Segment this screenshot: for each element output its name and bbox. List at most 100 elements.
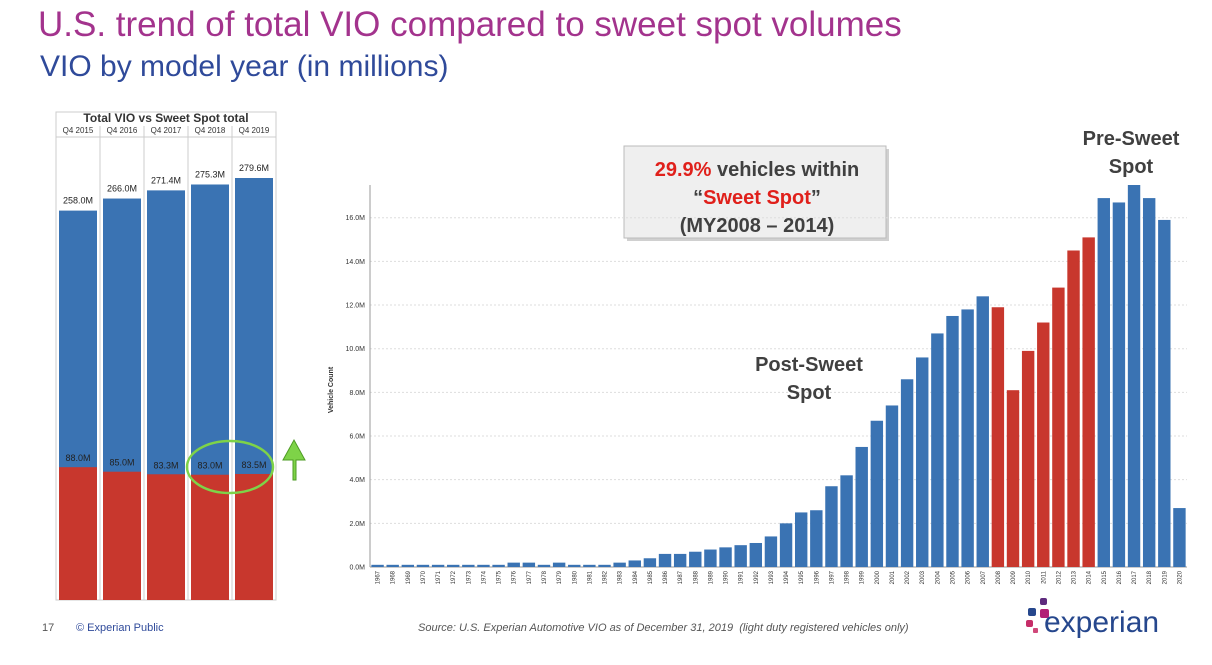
callout-line: (MY2008 – 2014) — [680, 215, 835, 237]
bar — [628, 560, 641, 567]
bar — [976, 296, 989, 567]
callout-text: ” — [811, 187, 821, 209]
annotation: Spot — [787, 382, 832, 404]
x-tick-label: 1977 — [527, 570, 533, 584]
x-tick-label: 1970 — [421, 570, 427, 584]
x-tick-label: 1971 — [436, 570, 442, 584]
x-tick-label: 1996 — [814, 570, 820, 584]
bar — [462, 564, 475, 567]
callout-text: vehicles within — [711, 159, 859, 181]
x-tick-label: Q4 2015 — [63, 126, 94, 135]
bar — [1021, 350, 1035, 567]
annotation: Spot — [1109, 156, 1154, 178]
value-label: 83.3M — [153, 460, 178, 470]
footer: © Experian Public — [76, 622, 164, 634]
x-tick-label: 2016 — [1117, 570, 1123, 584]
bar — [749, 542, 763, 567]
logo-dots — [1026, 598, 1049, 633]
x-tick-label: 1988 — [693, 570, 699, 584]
x-tick-label: 1967 — [376, 570, 382, 584]
x-tick-label: 1998 — [845, 570, 851, 584]
bar — [1142, 198, 1156, 567]
bar — [916, 357, 929, 567]
bar — [779, 523, 793, 567]
highlight-ring — [185, 439, 275, 495]
bar — [931, 333, 944, 567]
bar — [794, 512, 808, 567]
x-tick-label: 2000 — [875, 570, 881, 584]
x-tick-label: 2015 — [1102, 570, 1108, 584]
y-tick-label: 6.0M — [349, 434, 365, 441]
bar — [991, 307, 1005, 567]
x-tick-label: 1991 — [739, 570, 745, 584]
page-number: 17 — [42, 622, 54, 634]
bar — [734, 545, 747, 567]
bar — [1112, 202, 1126, 567]
bar — [59, 467, 97, 600]
x-tick-label: 1992 — [754, 570, 760, 584]
x-tick-label: 2001 — [890, 570, 896, 584]
callout-text: (MY2008 – 2014) — [680, 215, 835, 237]
bar — [401, 564, 415, 567]
up-arrow — [282, 438, 306, 481]
x-tick-label: 2017 — [1132, 570, 1138, 584]
x-tick-label: Q4 2016 — [107, 126, 138, 135]
bar — [537, 564, 551, 567]
callout-text: “ — [693, 187, 703, 209]
value-label: 83.0M — [197, 461, 222, 471]
bar — [825, 486, 838, 567]
bar — [147, 474, 185, 600]
y-tick-label: 16.0M — [346, 215, 366, 222]
bar — [704, 549, 717, 567]
x-tick-label: 1986 — [663, 570, 669, 584]
bar — [522, 562, 536, 567]
bar — [1127, 185, 1141, 567]
x-tick-label: 2019 — [1162, 570, 1168, 584]
x-tick-label: 2020 — [1177, 570, 1183, 584]
slide-subtitle: VIO by model year (in millions) — [40, 50, 448, 83]
x-tick-label: 2002 — [905, 570, 911, 584]
x-tick-label: 1978 — [542, 570, 548, 584]
x-tick-label: 2009 — [1011, 570, 1017, 584]
x-tick-label: 1985 — [648, 570, 654, 584]
bar — [1067, 250, 1080, 567]
x-tick-label: 1974 — [481, 570, 487, 584]
bar — [900, 379, 914, 567]
x-tick-label: Q4 2019 — [239, 126, 270, 135]
x-tick-label: 1990 — [724, 570, 730, 584]
bar — [855, 446, 868, 567]
x-tick-label: 2018 — [1147, 570, 1153, 584]
x-tick-label: Q4 2018 — [195, 126, 226, 135]
x-tick-label: 2004 — [935, 570, 941, 584]
bar — [235, 473, 273, 600]
bar — [870, 420, 884, 567]
bar — [719, 547, 732, 567]
x-tick-label: 1969 — [406, 570, 412, 584]
x-tick-label: 2008 — [996, 570, 1002, 584]
x-tick-label: 1989 — [708, 570, 714, 584]
bar — [810, 510, 823, 567]
bar — [1082, 237, 1095, 568]
x-tick-label: 1987 — [678, 570, 684, 584]
bar — [568, 564, 581, 567]
y-tick-label: 2.0M — [349, 521, 365, 528]
chart-title: Total VIO vs Sweet Spot total — [83, 111, 248, 125]
y-tick-label: 14.0M — [346, 259, 366, 266]
bar — [764, 536, 778, 567]
bar — [431, 564, 445, 567]
x-tick-label: 1981 — [587, 570, 593, 584]
y-tick-label: 0.0M — [349, 565, 365, 572]
bar — [1037, 322, 1050, 567]
x-tick-label: 1982 — [603, 570, 609, 584]
value-label: 85.0M — [109, 458, 134, 468]
annotation: Pre-Sweet — [1083, 128, 1180, 150]
x-tick-label: 1980 — [572, 570, 578, 584]
x-tick-label: 2005 — [950, 570, 956, 584]
x-tick-label: 1983 — [618, 570, 624, 584]
bar — [946, 315, 959, 567]
x-tick-label: 1997 — [829, 570, 835, 584]
bar — [673, 553, 687, 567]
source: Source: U.S. Experian Automotive VIO as … — [418, 622, 909, 634]
